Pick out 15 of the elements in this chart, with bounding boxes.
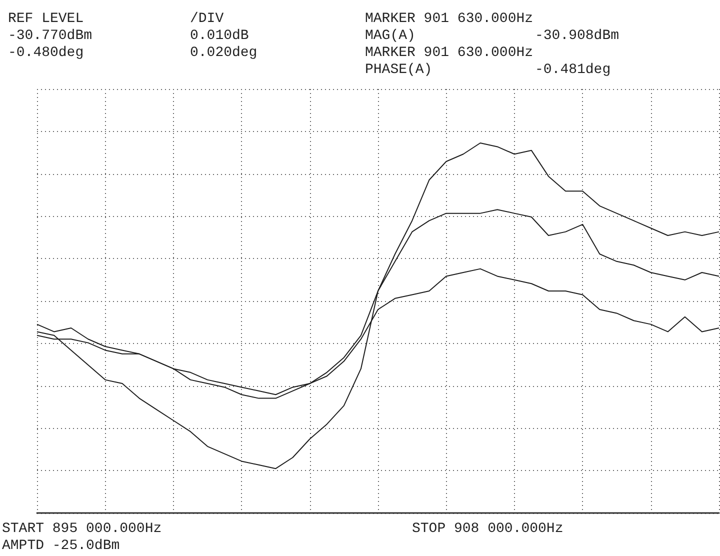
text: MAG(A)	[365, 28, 416, 44]
text: /DIV	[190, 11, 224, 27]
text: -30.908dBm	[535, 28, 620, 44]
text: MARKER 901 630.000Hz	[365, 45, 534, 61]
text: -0.480deg	[8, 45, 84, 61]
text: 0.010dB	[190, 28, 249, 44]
text: STOP 908 000.000Hz	[412, 521, 564, 537]
text: REF LEVEL	[8, 11, 84, 27]
text: -30.770dBm	[8, 28, 92, 44]
text: MARKER 901 630.000Hz	[365, 11, 534, 27]
text: AMPTD -25.0dBm	[2, 538, 120, 554]
text: PHASE(A)	[365, 62, 432, 78]
text: START 895 000.000Hz	[2, 521, 162, 537]
text: 0.020deg	[190, 45, 258, 61]
text: -0.481deg	[535, 62, 611, 78]
